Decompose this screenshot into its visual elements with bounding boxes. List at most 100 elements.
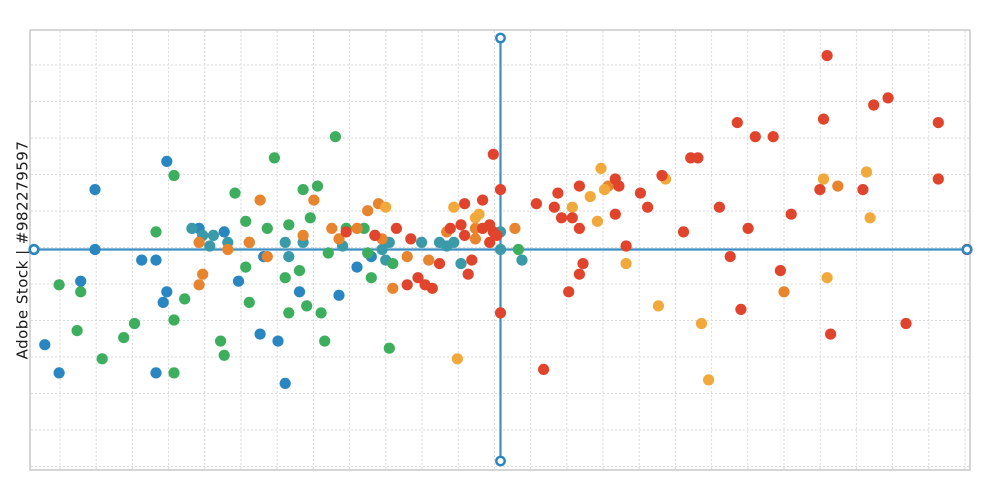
data-point bbox=[297, 184, 309, 196]
data-point bbox=[75, 275, 87, 287]
data-point bbox=[494, 184, 507, 196]
data-point bbox=[555, 212, 568, 224]
data-point bbox=[261, 222, 273, 234]
axis-handle-point bbox=[495, 455, 506, 467]
data-point bbox=[232, 275, 245, 287]
data-point bbox=[351, 222, 363, 234]
data-point bbox=[243, 296, 255, 308]
data-point bbox=[864, 212, 876, 224]
data-point bbox=[293, 286, 306, 298]
data-point bbox=[735, 303, 747, 315]
data-point bbox=[362, 205, 374, 217]
data-point bbox=[218, 226, 230, 238]
data-point bbox=[365, 272, 377, 284]
data-point bbox=[261, 251, 273, 263]
data-point bbox=[39, 339, 51, 351]
data-point bbox=[814, 184, 826, 196]
data-point bbox=[477, 194, 489, 206]
data-point bbox=[329, 131, 341, 143]
data-point bbox=[566, 212, 578, 224]
data-point bbox=[459, 198, 471, 210]
data-point bbox=[157, 296, 169, 308]
data-point bbox=[821, 50, 833, 62]
data-point bbox=[293, 265, 306, 277]
data-point bbox=[168, 169, 180, 182]
data-point bbox=[333, 289, 345, 301]
data-point bbox=[487, 148, 499, 160]
data-point bbox=[326, 222, 338, 234]
data-point bbox=[362, 247, 374, 259]
data-point bbox=[642, 201, 654, 213]
data-point bbox=[552, 187, 564, 199]
data-point bbox=[512, 243, 525, 256]
data-point bbox=[272, 335, 284, 347]
data-point bbox=[444, 222, 456, 234]
data-point bbox=[279, 377, 291, 389]
data-point bbox=[207, 229, 219, 241]
data-point bbox=[416, 236, 428, 248]
data-point bbox=[53, 279, 65, 291]
data-point bbox=[620, 240, 632, 252]
data-point bbox=[774, 265, 787, 277]
data-point bbox=[563, 286, 575, 298]
data-point bbox=[376, 243, 388, 256]
data-point bbox=[494, 307, 507, 319]
data-point bbox=[857, 184, 869, 196]
data-point bbox=[932, 173, 944, 185]
data-point bbox=[656, 169, 668, 182]
data-point bbox=[494, 243, 507, 256]
data-point bbox=[724, 251, 736, 263]
data-point bbox=[340, 226, 352, 238]
axis-handle-point bbox=[495, 32, 506, 44]
data-point bbox=[538, 363, 550, 375]
data-point bbox=[405, 233, 417, 245]
data-point bbox=[677, 226, 690, 238]
axis-handle-point bbox=[28, 244, 40, 255]
data-point bbox=[577, 258, 589, 270]
data-point bbox=[401, 251, 413, 263]
data-point bbox=[448, 236, 460, 248]
data-point bbox=[778, 286, 790, 298]
data-point bbox=[595, 162, 607, 174]
data-point bbox=[215, 335, 227, 347]
data-point bbox=[279, 236, 291, 248]
axis-handles bbox=[28, 32, 973, 467]
data-point bbox=[695, 317, 708, 330]
axis-handle-point bbox=[961, 244, 973, 255]
data-point bbox=[254, 328, 266, 340]
data-point bbox=[369, 229, 381, 241]
data-point bbox=[491, 229, 503, 241]
data-point bbox=[882, 92, 894, 104]
data-point bbox=[825, 328, 837, 340]
data-point bbox=[301, 300, 313, 312]
data-point bbox=[222, 243, 234, 256]
data-point bbox=[817, 113, 830, 125]
data-point bbox=[832, 180, 844, 192]
data-point bbox=[308, 194, 320, 206]
data-point bbox=[703, 374, 715, 386]
data-point bbox=[390, 222, 402, 234]
data-point bbox=[469, 212, 481, 224]
data-point bbox=[530, 198, 543, 210]
data-point bbox=[161, 155, 173, 167]
data-point bbox=[448, 201, 460, 213]
data-point bbox=[484, 219, 496, 231]
data-point bbox=[423, 254, 435, 266]
data-points bbox=[28, 50, 973, 389]
data-point bbox=[459, 229, 471, 241]
data-point bbox=[268, 152, 280, 164]
data-point bbox=[319, 335, 331, 347]
data-point bbox=[380, 201, 392, 213]
data-point bbox=[767, 131, 779, 143]
data-point bbox=[469, 233, 481, 245]
data-point bbox=[412, 272, 424, 284]
data-point bbox=[613, 180, 625, 192]
data-point bbox=[634, 187, 647, 199]
data-point bbox=[168, 314, 180, 326]
data-point bbox=[161, 286, 173, 298]
data-point bbox=[311, 180, 324, 192]
data-point bbox=[150, 254, 162, 266]
data-point bbox=[96, 353, 108, 365]
data-point bbox=[584, 191, 596, 203]
